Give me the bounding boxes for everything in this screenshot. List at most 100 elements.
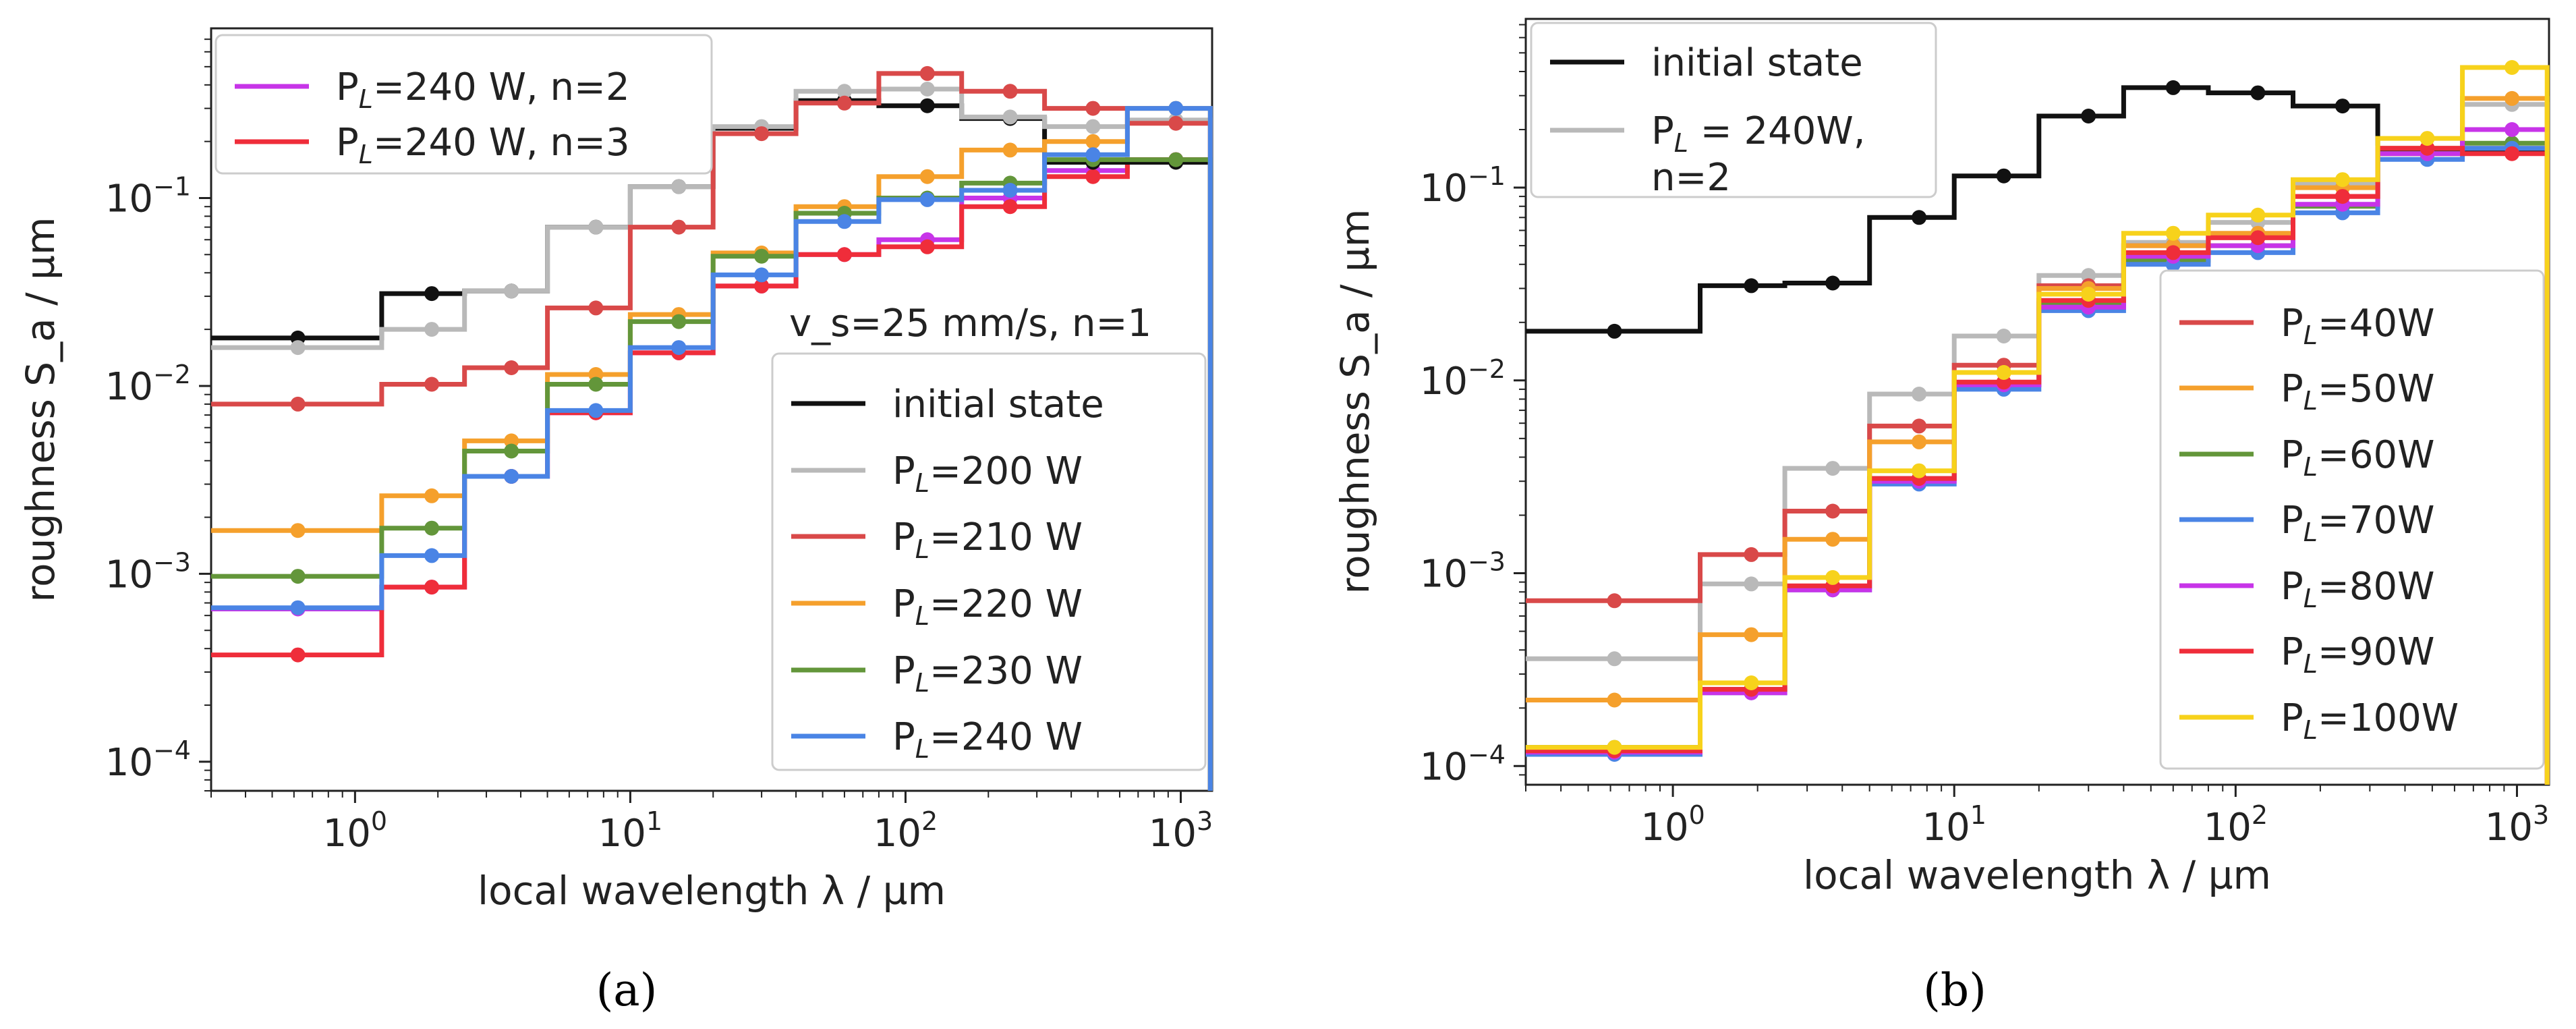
legend-label: PL=240 W, n=2 bbox=[336, 65, 630, 114]
legend-label: PL=80W bbox=[2281, 565, 2435, 613]
data-point bbox=[290, 569, 306, 584]
y-tick-label: 10−1 bbox=[1420, 161, 1506, 211]
x-tick-label: 100 bbox=[323, 806, 387, 856]
data-point bbox=[290, 523, 306, 538]
data-point bbox=[1744, 627, 1759, 642]
caption-b: (b) bbox=[1923, 964, 1986, 1016]
caption-a: (a) bbox=[596, 964, 658, 1016]
data-point bbox=[2505, 90, 2520, 106]
data-point bbox=[919, 65, 935, 81]
data-point bbox=[504, 469, 519, 484]
data-point bbox=[1825, 532, 1841, 547]
data-point bbox=[1912, 418, 1927, 434]
data-point bbox=[919, 192, 935, 207]
x-axis-label: local wavelength λ / µm bbox=[478, 868, 946, 914]
y-tick-label: 10−3 bbox=[1420, 547, 1506, 596]
legend-label: PL=220 W bbox=[892, 582, 1083, 631]
data-point bbox=[1168, 115, 1184, 131]
data-point bbox=[1085, 101, 1101, 116]
data-point bbox=[2081, 109, 2096, 123]
data-point bbox=[919, 169, 935, 184]
data-point bbox=[424, 548, 440, 563]
data-point bbox=[1912, 463, 1927, 478]
data-point bbox=[1744, 547, 1759, 562]
data-point bbox=[671, 219, 687, 235]
legends: PL=240 W, n=2 PL=240 W, n=3 initial state P… bbox=[214, 34, 1207, 771]
data-point bbox=[1825, 275, 1841, 291]
data-point bbox=[1085, 134, 1101, 149]
y-tick-label: 10−3 bbox=[105, 547, 191, 596]
x-tick-label: 102 bbox=[874, 806, 938, 856]
y-tick-label: 10−4 bbox=[105, 735, 191, 785]
y-tick-label: 10−1 bbox=[105, 171, 191, 221]
data-point bbox=[1744, 576, 1759, 592]
data-point bbox=[1607, 593, 1622, 609]
legends: initial state PL = 240W,n=2 PL=40W PL=50W PL… bbox=[1530, 22, 2545, 770]
data-point bbox=[1996, 329, 2011, 343]
data-point bbox=[754, 248, 770, 264]
y-tick-label: 10−2 bbox=[1420, 354, 1506, 404]
y-tick-label: 10−4 bbox=[1420, 740, 1506, 789]
data-point bbox=[424, 488, 440, 503]
data-point bbox=[2335, 99, 2350, 114]
data-point bbox=[588, 403, 604, 418]
x-tick-label: 101 bbox=[598, 806, 662, 856]
data-point bbox=[2165, 80, 2181, 95]
data-point bbox=[290, 396, 306, 412]
data-point bbox=[2335, 189, 2350, 204]
y-tick-label: 10−2 bbox=[105, 360, 191, 409]
data-point bbox=[1825, 503, 1841, 519]
legend-box bbox=[2159, 269, 2545, 770]
data-point bbox=[1002, 183, 1018, 198]
data-point bbox=[919, 239, 935, 254]
series-line bbox=[211, 106, 1213, 791]
data-point bbox=[1912, 210, 1927, 225]
legend-label-line2: n=2 bbox=[1651, 156, 1731, 200]
series-8 bbox=[1526, 60, 2550, 785]
data-point bbox=[424, 322, 440, 337]
data-point bbox=[1607, 692, 1622, 708]
data-point bbox=[424, 580, 440, 595]
data-point bbox=[290, 647, 306, 663]
data-point bbox=[424, 377, 440, 392]
legend-label: initial state bbox=[1651, 41, 1863, 85]
data-point bbox=[504, 443, 519, 459]
data-point bbox=[754, 126, 770, 142]
legend-box bbox=[771, 352, 1207, 771]
series-line bbox=[1526, 65, 2550, 785]
series-group bbox=[1526, 60, 2550, 785]
data-point bbox=[2081, 268, 2096, 283]
data-point bbox=[424, 286, 440, 302]
data-point bbox=[754, 267, 770, 283]
legend-label: PL=100W bbox=[2281, 696, 2459, 745]
legend-label: PL=60W bbox=[2281, 433, 2435, 482]
data-point bbox=[1607, 740, 1622, 755]
legend-label: PL=50W bbox=[2281, 367, 2435, 416]
x-tick-label: 102 bbox=[2204, 800, 2268, 850]
data-point bbox=[504, 433, 519, 449]
y-axis-label: roughness S_a / µm bbox=[1332, 209, 1378, 594]
data-point bbox=[1607, 323, 1622, 339]
data-point bbox=[671, 340, 687, 356]
data-point bbox=[919, 98, 935, 113]
data-point bbox=[1996, 365, 2011, 380]
data-point bbox=[1002, 84, 1018, 99]
data-point bbox=[836, 214, 852, 229]
data-point bbox=[504, 360, 519, 375]
data-point bbox=[1002, 199, 1018, 215]
legend-label: PL = 240W, bbox=[1651, 109, 1866, 158]
data-point bbox=[1825, 461, 1841, 476]
data-point bbox=[1912, 387, 1927, 401]
chart-annotation: v_s=25 mm/s, n=1 bbox=[789, 302, 1151, 345]
legend-label: PL=240 W bbox=[892, 715, 1083, 764]
data-point bbox=[1825, 569, 1841, 585]
axis-ticks: 100 101 102 103 10−4 10−3 10−2 10−1 bbox=[105, 38, 1213, 856]
data-point bbox=[588, 219, 604, 235]
data-point bbox=[1168, 152, 1184, 167]
data-point bbox=[836, 247, 852, 262]
legend-box bbox=[214, 34, 713, 175]
data-point bbox=[1168, 101, 1184, 116]
data-point bbox=[1744, 278, 1759, 294]
panel-a-chart: 100 101 102 103 10−4 10−3 10−2 10−1 PL=240 W, n… bbox=[18, 27, 1213, 914]
legend-label: PL=240 W, n=3 bbox=[336, 121, 630, 169]
